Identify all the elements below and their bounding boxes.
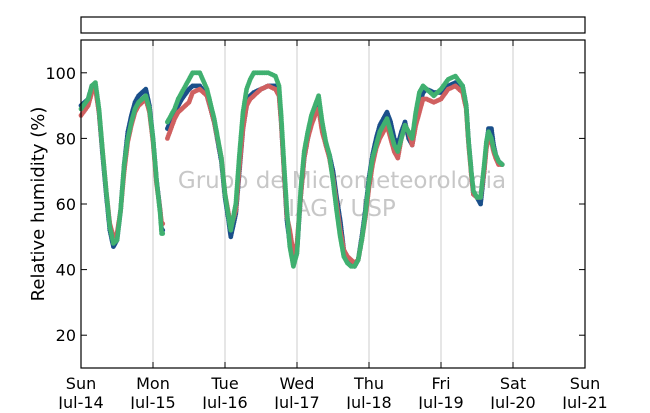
x-tick-label-date: Jul-20 — [489, 393, 535, 409]
x-tick-label-day: Tue — [210, 374, 238, 393]
y-tick-label: 80 — [56, 129, 76, 148]
axis-ticks: SunJul-14MonJul-15TueJul-16WedJul-17ThuJ… — [45, 40, 608, 412]
y-tick-label: 20 — [56, 326, 76, 345]
y-tick-label: 40 — [56, 261, 76, 280]
data-point — [160, 231, 166, 236]
x-tick-label-day: Sun — [66, 374, 96, 393]
y-tick-label: 100 — [45, 64, 76, 83]
data-series — [78, 70, 505, 269]
x-tick-label-date: Jul-18 — [345, 393, 391, 409]
x-tick-label-day: Thu — [353, 374, 384, 393]
x-tick-label-day: Sun — [570, 374, 600, 393]
x-tick-label-day: Wed — [280, 374, 315, 393]
y-tick-label: 60 — [56, 195, 76, 214]
data-point — [499, 162, 505, 168]
x-tick-label-day: Sat — [500, 374, 526, 393]
x-tick-label-date: Jul-19 — [417, 393, 463, 409]
x-tick-label-date: Jul-14 — [57, 393, 103, 409]
x-tick-label-day: Mon — [136, 374, 170, 393]
x-tick-label-date: Jul-17 — [273, 393, 319, 409]
x-tick-label-date: Jul-16 — [201, 393, 247, 409]
watermark-text: Grupo de Micrometeorologia — [178, 168, 506, 194]
x-tick-label-date: Jul-15 — [129, 393, 175, 409]
y-axis-label: Relative humidity (%) — [28, 107, 49, 302]
x-tick-label-day: Fri — [431, 374, 450, 393]
legend-box — [80, 16, 586, 34]
x-tick-label-date: Jul-21 — [561, 393, 607, 409]
series-3 — [78, 70, 505, 269]
